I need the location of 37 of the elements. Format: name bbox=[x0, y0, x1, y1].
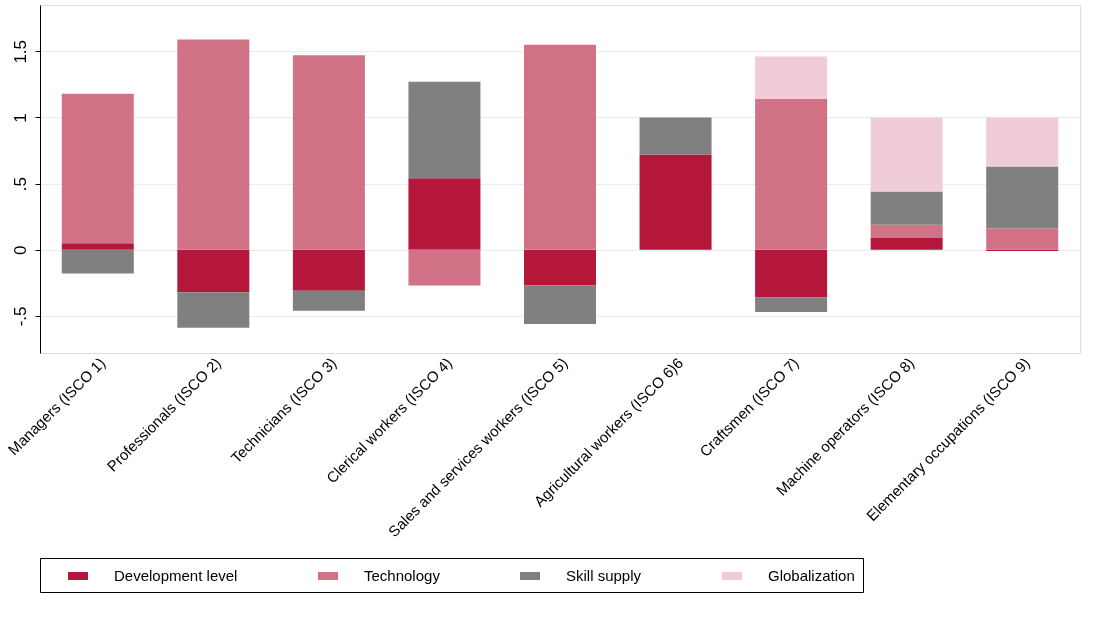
legend-label: Technology bbox=[364, 567, 441, 584]
bar bbox=[408, 178, 481, 250]
bar bbox=[524, 44, 596, 250]
bar bbox=[755, 98, 828, 250]
bar bbox=[755, 297, 828, 312]
legend-label: Development level bbox=[114, 567, 238, 584]
bar bbox=[177, 249, 250, 293]
bar bbox=[755, 56, 828, 99]
bar bbox=[755, 249, 828, 298]
bar bbox=[177, 292, 250, 328]
legend-label: Skill supply bbox=[566, 567, 642, 584]
bar bbox=[408, 249, 481, 286]
bar bbox=[986, 166, 1059, 229]
bar bbox=[986, 228, 1059, 250]
bar bbox=[177, 39, 250, 250]
bar bbox=[870, 117, 943, 192]
bar bbox=[61, 249, 134, 274]
bar bbox=[292, 249, 365, 291]
bar bbox=[524, 249, 596, 286]
bar bbox=[61, 243, 134, 250]
bar bbox=[639, 154, 712, 250]
y-tick-label: -.5 bbox=[10, 306, 30, 327]
legend-label: Globalization bbox=[768, 567, 855, 584]
bar bbox=[61, 93, 134, 244]
bar bbox=[292, 290, 365, 311]
y-tick-label: 0 bbox=[10, 245, 30, 256]
bar bbox=[524, 285, 596, 324]
y-tick-label: 1.5 bbox=[10, 39, 30, 64]
bar bbox=[292, 55, 365, 250]
bar bbox=[870, 237, 943, 250]
bar bbox=[639, 117, 712, 155]
y-tick-label: 1 bbox=[10, 113, 30, 123]
bar bbox=[408, 81, 481, 179]
bar bbox=[870, 191, 943, 225]
bar bbox=[986, 117, 1059, 167]
bar bbox=[870, 224, 943, 238]
y-tick-label: .5 bbox=[10, 177, 30, 192]
